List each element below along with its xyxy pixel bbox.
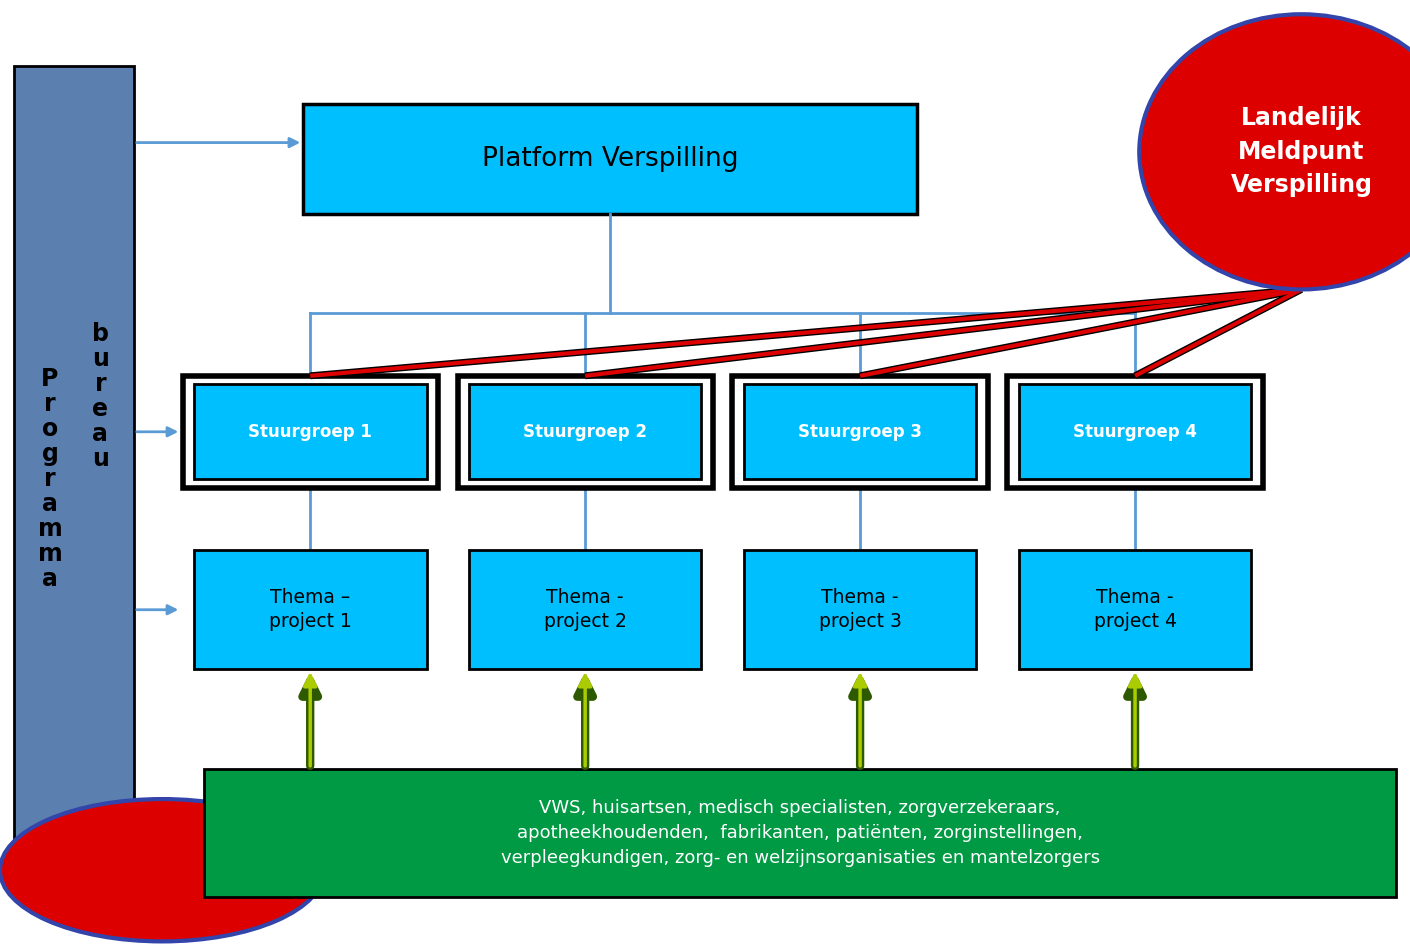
Text: Thema -
project 4: Thema - project 4 [1094, 588, 1176, 631]
Text: Thema -
project 3: Thema - project 3 [819, 588, 901, 631]
FancyBboxPatch shape [733, 376, 987, 488]
FancyBboxPatch shape [744, 550, 976, 669]
FancyBboxPatch shape [744, 384, 976, 479]
Text: P
r
o
g
r
a
m
m
a: P r o g r a m m a [38, 367, 62, 591]
FancyBboxPatch shape [195, 550, 426, 669]
Ellipse shape [1139, 14, 1410, 289]
Text: Stuurgroep 4: Stuurgroep 4 [1073, 423, 1197, 440]
FancyBboxPatch shape [1008, 376, 1263, 488]
FancyBboxPatch shape [1018, 550, 1252, 669]
Text: Thema -
project 2: Thema - project 2 [544, 588, 626, 631]
Text: Stuurgroep 3: Stuurgroep 3 [798, 423, 922, 440]
FancyBboxPatch shape [204, 769, 1396, 897]
Text: b
u
r
e
a
u: b u r e a u [92, 323, 109, 471]
FancyBboxPatch shape [468, 384, 701, 479]
Text: Platform Verspilling: Platform Verspilling [482, 146, 737, 172]
FancyBboxPatch shape [303, 104, 916, 214]
Text: Stuurgroep 2: Stuurgroep 2 [523, 423, 647, 440]
FancyBboxPatch shape [468, 550, 701, 669]
Text: Stuurgroep 1: Stuurgroep 1 [248, 423, 372, 440]
FancyBboxPatch shape [1018, 384, 1252, 479]
Text: Thema –
project 1: Thema – project 1 [269, 588, 351, 631]
Text: Landelijk
Meldpunt
Verspilling: Landelijk Meldpunt Verspilling [1231, 106, 1372, 197]
FancyBboxPatch shape [14, 66, 134, 892]
FancyBboxPatch shape [195, 384, 426, 479]
Text: VWS, huisartsen, medisch specialisten, zorgverzekeraars,
apotheekhoudenden,  fab: VWS, huisartsen, medisch specialisten, z… [501, 799, 1100, 866]
FancyBboxPatch shape [457, 376, 712, 488]
Ellipse shape [0, 799, 324, 941]
FancyBboxPatch shape [183, 376, 437, 488]
